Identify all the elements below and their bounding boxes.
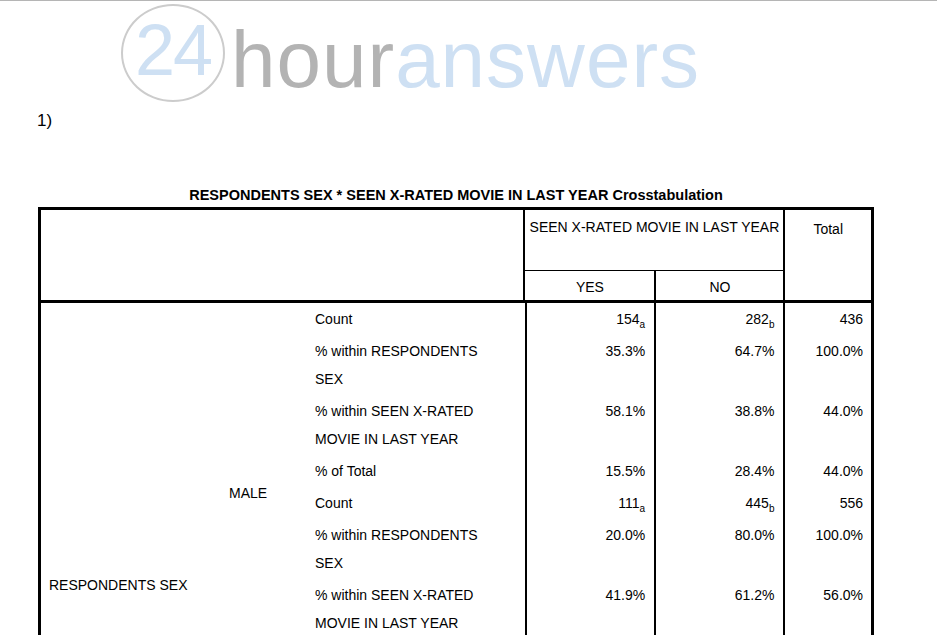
cell-female-count-no: 445b (654, 487, 783, 519)
cell-male-pcttotal-yes: 15.5% (525, 455, 654, 487)
footnote-subscript: a (640, 503, 646, 514)
table-row-male-pct-within-sex: % within RESPONDENTS SEX 35.3% 64.7% 100… (41, 335, 871, 395)
row-dimension-label: RESPONDENTS SEX (49, 571, 187, 599)
24houranswers-logo: 24 houranswers (0, 0, 937, 110)
column-group-label: SEEN X-RATED MOVIE IN LAST YEAR (525, 210, 783, 270)
cell-female-pctsex-no: 80.0% (654, 519, 783, 579)
cell-female-count-yes: 111a (525, 487, 654, 519)
cell-male-pcttotal-total: 44.0% (783, 455, 871, 487)
cell-male-pctmovie-yes: 58.1% (525, 395, 654, 455)
logo-wordmark: houranswers (231, 12, 700, 108)
cell-female-pctsex-yes: 20.0% (525, 519, 654, 579)
cell-female-pctsex-total: 100.0% (783, 519, 871, 579)
table-row-male-pct-of-total: % of Total 15.5% 28.4% 44.0% (41, 455, 871, 487)
table-body: Count 154a 282b 436 % within RESPONDENTS… (41, 303, 871, 635)
header-column-group: SEEN X-RATED MOVIE IN LAST YEAR YES NO (523, 210, 783, 300)
cell-male-pctmovie-total: 44.0% (783, 395, 871, 455)
stat-label: Count (315, 487, 482, 519)
table-row-male-count: Count 154a 282b 436 (41, 303, 871, 335)
footnote-subscript: b (769, 503, 775, 514)
cell-male-pctsex-total: 100.0% (783, 335, 871, 395)
cell-male-pcttotal-no: 28.4% (654, 455, 783, 487)
stat-label: % within RESPONDENTS SEX (315, 519, 482, 579)
table-row-female-count: Count 111a 445b 556 (41, 487, 871, 519)
logo-circle-icon: 24 (121, 4, 225, 102)
cell-male-pctmovie-no: 38.8% (654, 395, 783, 455)
stat-label: % within RESPONDENTS SEX (315, 335, 482, 395)
cell-male-count-total: 436 (783, 303, 871, 335)
cell-female-pctmovie-yes: 41.9% (525, 579, 654, 635)
cell-male-count-no: 282b (654, 303, 783, 335)
cell-female-count-total: 556 (783, 487, 871, 519)
table-row-female-pct-within-sex: % within RESPONDENTS SEX 20.0% 80.0% 100… (41, 519, 871, 579)
crosstab-title: RESPONDENTS SEX * SEEN X-RATED MOVIE IN … (38, 187, 874, 203)
footnote-subscript: b (769, 319, 775, 330)
crosstab-table: SEEN X-RATED MOVIE IN LAST YEAR YES NO T… (38, 207, 874, 635)
header-subrow: YES NO (525, 270, 783, 300)
table-row-male-pct-within-movie: % within SEEN X-RATED MOVIE IN LAST YEAR… (41, 395, 871, 455)
column-header-total: Total (783, 210, 871, 300)
logo-word-answers: answers (395, 15, 700, 104)
document-page: 24 houranswers 1) RESPONDENTS SEX * SEEN… (0, 0, 937, 635)
column-header-yes: YES (525, 271, 654, 300)
cell-male-pctsex-yes: 35.3% (525, 335, 654, 395)
table-header-row: SEEN X-RATED MOVIE IN LAST YEAR YES NO T… (41, 210, 871, 303)
column-header-no: NO (654, 271, 783, 300)
cell-male-pctsex-no: 64.7% (654, 335, 783, 395)
stat-label: % within SEEN X-RATED MOVIE IN LAST YEAR (315, 395, 482, 455)
cell-female-pctmovie-no: 61.2% (654, 579, 783, 635)
logo-word-hour: hour (231, 15, 395, 104)
question-number: 1) (37, 110, 52, 132)
stat-label: % within SEEN X-RATED MOVIE IN LAST YEAR (315, 579, 482, 635)
stat-label: % of Total (315, 455, 482, 487)
footnote-subscript: a (640, 319, 646, 330)
cell-female-pctmovie-total: 56.0% (783, 579, 871, 635)
logo-badge-24: 24 (135, 14, 211, 92)
header-stub-cell (41, 210, 523, 300)
cell-male-count-yes: 154a (525, 303, 654, 335)
group-label-male: MALE (229, 479, 267, 507)
stat-label: Count (315, 303, 482, 335)
